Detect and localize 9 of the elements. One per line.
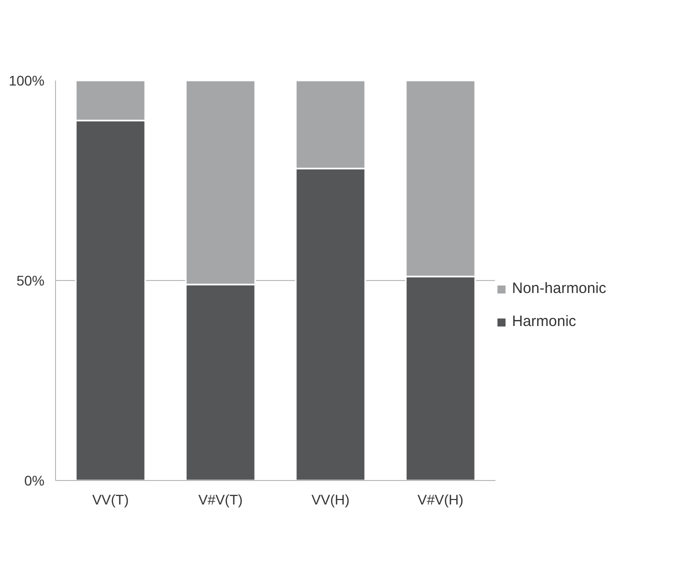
x-tick-label: VV(T) [92, 492, 129, 508]
y-tick-label: 50% [16, 272, 45, 288]
x-tick-label: V#V(H) [418, 492, 464, 508]
y-tick-label: 100% [8, 72, 45, 88]
x-tick-label: V#V(T) [198, 492, 243, 508]
legend-label: Non-harmonic [512, 280, 606, 297]
legend-label: Harmonic [512, 313, 576, 330]
y-tick-label: 0% [24, 472, 44, 488]
x-tick-label: VV(H) [311, 492, 350, 508]
